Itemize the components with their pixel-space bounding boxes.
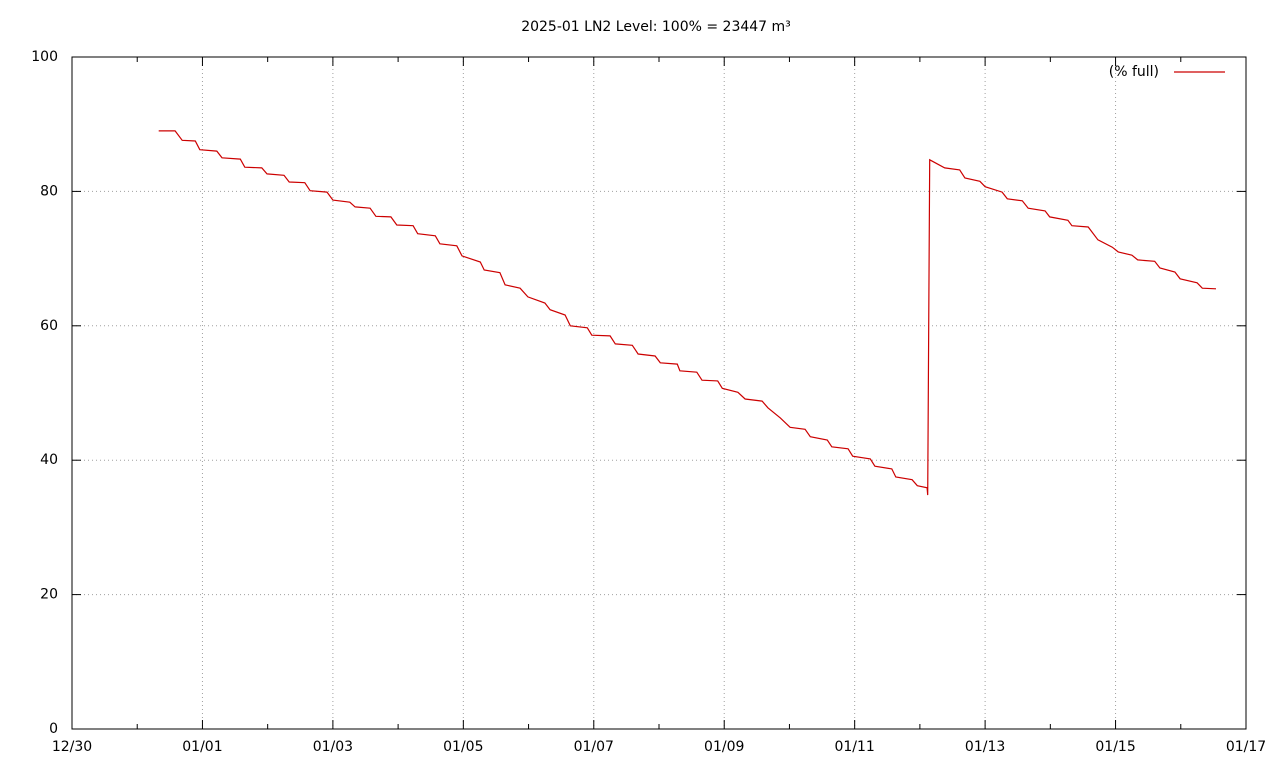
x-tick-label: 01/13 [965, 739, 1005, 755]
x-tick-label: 01/09 [704, 739, 744, 755]
data-line [158, 130, 1217, 496]
y-tick-label: 60 [40, 318, 58, 334]
x-tick-label: 12/30 [52, 739, 92, 755]
y-tick-label: 0 [49, 721, 58, 737]
y-tick-label: 80 [40, 183, 58, 199]
plot-border [71, 56, 1247, 730]
chart-title: 2025-01 LN2 Level: 100% = 23447 m³ [521, 19, 791, 35]
x-tick-label: 01/05 [443, 739, 483, 755]
legend-label: (% full) [1109, 64, 1159, 80]
x-tick-label: 01/11 [834, 739, 874, 755]
x-tick-label: 01/01 [182, 739, 222, 755]
x-tick-label: 01/03 [313, 739, 353, 755]
y-tick-label: 20 [40, 587, 58, 603]
x-tick-label: 01/17 [1226, 739, 1266, 755]
x-tick-label: 01/15 [1095, 739, 1135, 755]
x-tick-label: 01/07 [574, 739, 614, 755]
y-tick-label: 40 [40, 452, 58, 468]
y-tick-label: 100 [31, 49, 58, 65]
